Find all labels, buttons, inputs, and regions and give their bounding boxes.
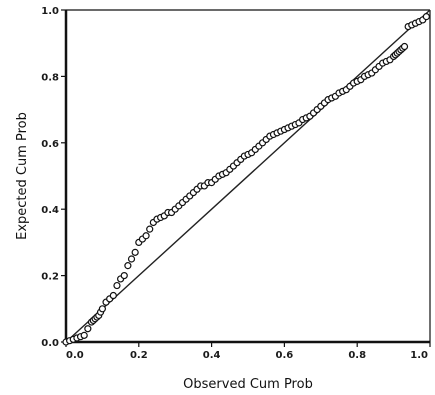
data-point — [84, 325, 92, 333]
x-tick-label: 0.6 — [276, 350, 294, 361]
x-axis-title: Observed Cum Prob — [183, 377, 313, 392]
data-point — [124, 262, 132, 270]
y-tick-label: 0.6 — [41, 139, 59, 150]
data-point — [113, 281, 121, 290]
y-tick-label: 1.0 — [41, 6, 59, 17]
x-tick-label: 0.4 — [203, 350, 221, 361]
data-point — [109, 291, 117, 300]
y-tick-label: 0.4 — [41, 205, 59, 216]
y-tick-label: 0.8 — [41, 72, 59, 83]
y-tick-label: 0.0 — [41, 338, 59, 349]
data-point — [400, 42, 409, 51]
plot-frame — [64, 9, 431, 344]
data-point — [142, 232, 150, 240]
reference-diagonal-line — [65, 9, 431, 343]
x-tick-label: 0.0 — [66, 350, 84, 361]
x-tick-label: 0.2 — [130, 350, 148, 361]
data-point — [131, 248, 139, 256]
y-axis-title: Expected Cum Prob — [15, 112, 30, 240]
x-tick-label: 0.8 — [348, 350, 366, 361]
x-axis-ticks: 0.0 0.2 0.4 0.6 0.8 1.0 — [65, 342, 431, 361]
data-point — [98, 305, 107, 313]
data-points — [62, 13, 430, 346]
data-point — [422, 13, 430, 21]
data-point — [146, 225, 154, 233]
data-point — [120, 272, 128, 280]
x-tick-label: 1.0 — [410, 350, 428, 361]
y-axis-ticks: 0.0 0.2 0.4 0.6 0.8 1.0 — [41, 6, 66, 349]
y-tick-label: 0.2 — [41, 272, 59, 283]
data-point — [80, 331, 88, 339]
data-point — [127, 255, 136, 263]
